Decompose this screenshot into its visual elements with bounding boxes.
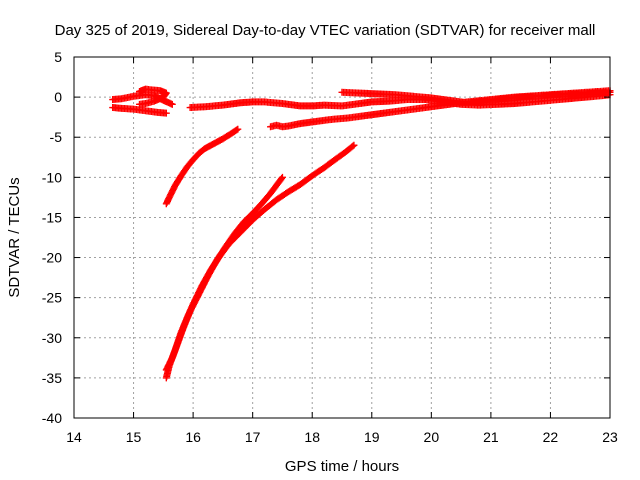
x-tick-label: 20 — [424, 429, 440, 445]
x-tick-label: 19 — [364, 429, 380, 445]
y-tick-label: 5 — [54, 49, 62, 65]
x-tick-label: 16 — [185, 429, 201, 445]
data-points — [109, 85, 614, 382]
data-point-marker — [162, 109, 170, 117]
y-tick-label: -5 — [50, 129, 63, 145]
data-point-marker — [136, 100, 144, 108]
grid-lines — [74, 57, 610, 418]
data-point-marker — [233, 126, 241, 134]
y-tick-label: 0 — [54, 89, 62, 105]
data-point-marker — [234, 125, 242, 133]
y-tick-label: -25 — [42, 290, 62, 306]
data-series — [421, 91, 614, 109]
y-tick-label: -30 — [42, 330, 62, 346]
y-tick-label: -10 — [42, 169, 62, 185]
x-tick-label: 21 — [483, 429, 499, 445]
x-tick-label: 22 — [543, 429, 559, 445]
x-tick-label: 17 — [245, 429, 261, 445]
data-point-marker — [349, 142, 357, 150]
x-tick-label: 23 — [602, 429, 618, 445]
chart-title: Day 325 of 2019, Sidereal Day-to-day VTE… — [55, 22, 596, 39]
x-tick-label: 14 — [66, 429, 82, 445]
y-tick-label: -40 — [42, 410, 62, 426]
data-series — [162, 173, 286, 374]
data-series — [186, 96, 429, 112]
data-series — [136, 85, 170, 108]
data-point-marker — [168, 100, 176, 108]
data-series — [162, 125, 242, 208]
y-tick-label: -35 — [42, 370, 62, 386]
y-tick-label: -15 — [42, 209, 62, 225]
axis-ticks: 14 15 16 17 18 19 20 21 22 23 5 0 -5 -10 -15 -20 -25 -30 -… — [42, 49, 618, 445]
x-axis-title: GPS time / hours — [285, 458, 399, 475]
x-tick-label: 15 — [126, 429, 142, 445]
data-series — [109, 104, 170, 117]
y-tick-label: -20 — [42, 250, 62, 266]
x-tick-label: 18 — [304, 429, 320, 445]
plot-frame — [73, 56, 611, 419]
data-point-marker — [350, 141, 358, 149]
y-axis-title: SDTVAR / TECUs — [6, 177, 23, 297]
data-point-marker — [278, 173, 286, 181]
data-point-marker — [278, 174, 286, 182]
